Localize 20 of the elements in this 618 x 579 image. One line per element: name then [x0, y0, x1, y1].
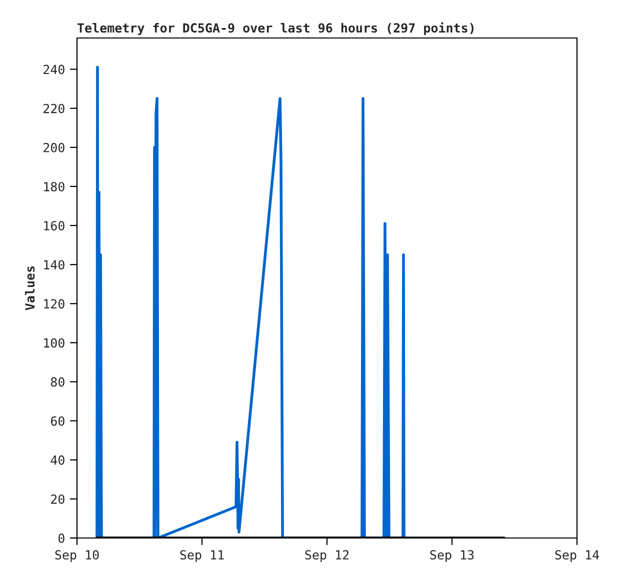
- y-tick-label: 80: [50, 377, 64, 387]
- y-tick-label: 100: [44, 338, 64, 348]
- y-tick-label: 120: [44, 299, 64, 309]
- y-tick-label: 160: [44, 221, 64, 230]
- x-tick-label: Sep 11: [180, 550, 224, 562]
- x-tick-label: Sep 14: [555, 550, 599, 562]
- x-tick-label: Sep 13: [430, 550, 474, 562]
- y-tick-label: 0: [58, 534, 64, 543]
- y-tick-label: 40: [50, 455, 64, 465]
- y-tick-label: 140: [44, 260, 64, 270]
- chart-title: Telemetry for DC5GA-9 over last 96 hours (297 points): [78, 22, 474, 36]
- y-tick-label: 240: [44, 64, 64, 74]
- y-tick-label: 200: [44, 142, 64, 152]
- y-tick-label: 20: [51, 494, 64, 504]
- y-tick-label: 60: [50, 416, 64, 426]
- y-tick-label: 220: [44, 104, 64, 114]
- x-tick-label: Sep 10: [55, 550, 99, 562]
- x-tick-label: Sep 12: [305, 550, 349, 562]
- y-tick-label: 180: [44, 182, 64, 192]
- y-axis-title: Values: [24, 266, 35, 310]
